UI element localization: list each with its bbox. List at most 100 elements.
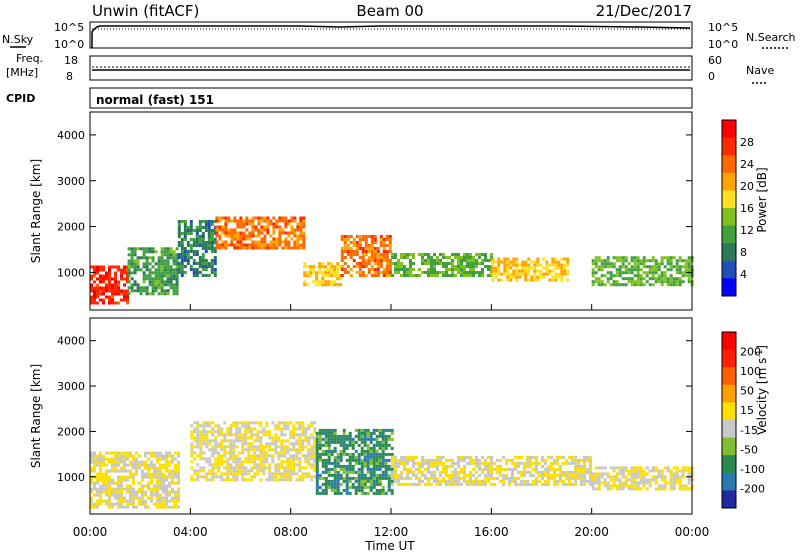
heatmap-cell (606, 262, 610, 266)
heatmap-cell (221, 243, 225, 247)
heatmap-cell (678, 481, 682, 485)
heatmap-cell (180, 274, 184, 277)
heatmap-cell (315, 467, 319, 471)
heatmap-cell (606, 481, 610, 485)
heatmap-cell (514, 479, 517, 483)
heatmap-cell (299, 219, 303, 223)
heatmap-cell (369, 467, 373, 471)
heatmap-cell (687, 268, 691, 272)
heatmap-cell (108, 505, 111, 509)
heatmap-cell (93, 289, 96, 293)
heatmap-cell (313, 445, 317, 449)
heatmap-cell (511, 470, 514, 474)
heatmap-cell (554, 260, 558, 264)
heatmap-cell (372, 461, 376, 465)
colorbar-tick-label: 24 (740, 158, 754, 171)
heatmap-cell (171, 478, 174, 482)
heatmap-cell (633, 283, 637, 287)
heatmap-cell (333, 470, 337, 474)
heatmap-cell (494, 266, 498, 270)
heatmap-cell (633, 265, 637, 269)
heatmap-cell (511, 479, 514, 483)
heatmap-cell (663, 265, 667, 269)
heatmap-cell (154, 286, 158, 290)
heatmap-cell (159, 499, 162, 503)
heatmap-cell (343, 268, 347, 271)
heatmap-cell (229, 442, 233, 446)
heatmap-cell (526, 458, 529, 462)
heatmap-cell (235, 445, 239, 449)
heatmap-cell (318, 440, 322, 444)
heatmap-cell (586, 455, 589, 459)
heatmap-cell (654, 481, 658, 485)
heatmap-cell (145, 289, 149, 293)
heatmap-cell (657, 262, 661, 266)
heatmap-cell (130, 289, 134, 293)
heatmap-cell (451, 253, 454, 256)
heatmap-cell (600, 262, 604, 266)
heatmap-cell (499, 458, 502, 462)
heatmap-cell (250, 421, 254, 425)
heatmap-cell (660, 277, 664, 281)
heatmap-cell (169, 268, 173, 272)
heatmap-cell (287, 240, 291, 244)
heatmap-cell (412, 268, 415, 271)
heatmap-cell (172, 292, 176, 296)
heatmap-cell (642, 262, 646, 266)
heatmap-cell (159, 457, 162, 461)
heatmap-cell (192, 268, 196, 271)
heatmap-cell (283, 433, 287, 437)
heatmap-cell (559, 464, 562, 468)
heatmap-cell (451, 476, 454, 480)
heatmap-cell (318, 431, 322, 435)
heatmap-cell (114, 280, 117, 284)
heatmap-cell (280, 478, 284, 482)
heatmap-cell (224, 243, 228, 247)
heatmap-cell (342, 464, 346, 468)
heatmap-cell (345, 485, 349, 489)
heatmap-cell (487, 470, 490, 474)
heatmap-cell (260, 246, 264, 250)
heatmap-cell (145, 259, 149, 263)
heatmap-cell (183, 271, 187, 274)
heatmap-cell (211, 448, 215, 452)
heatmap-cell (360, 437, 364, 441)
heatmap-cell (512, 275, 516, 279)
heatmap-cell (533, 275, 537, 279)
heatmap-cell (521, 269, 525, 273)
heatmap-cell (195, 226, 199, 229)
heatmap-cell (312, 265, 316, 269)
heatmap-cell (324, 274, 328, 278)
heatmap-cell (120, 457, 123, 461)
heatmap-cell (364, 235, 368, 238)
heatmap-cell (244, 478, 248, 482)
heatmap-cell (633, 466, 637, 470)
heatmap-cell (150, 454, 153, 458)
heatmap-cell (120, 298, 123, 302)
heatmap-cell (154, 283, 158, 287)
heatmap-cell (481, 271, 484, 274)
heatmap-cell (129, 469, 132, 473)
heatmap-cell (295, 478, 299, 482)
heatmap-cell (630, 484, 634, 488)
time-tick-label: 16:00 (474, 525, 509, 539)
heatmap-cell (133, 280, 137, 284)
heatmap-cell (505, 467, 508, 471)
heatmap-cell (224, 216, 228, 220)
heatmap-cell (235, 469, 239, 473)
heatmap-cell (114, 286, 117, 290)
heatmap-cell (345, 464, 349, 468)
heatmap-cell (384, 467, 388, 471)
heatmap-cell (93, 487, 96, 491)
heatmap-cell (394, 455, 397, 459)
heatmap-cell (340, 259, 344, 262)
heatmap-cell (284, 240, 288, 244)
heatmap-cell (336, 473, 340, 477)
heatmap-cell (430, 274, 433, 277)
heatmap-cell (195, 253, 199, 256)
heatmap-cell (162, 490, 165, 494)
heatmap-cell (99, 457, 102, 461)
heatmap-cell (333, 458, 337, 462)
heatmap-cell (384, 470, 388, 474)
